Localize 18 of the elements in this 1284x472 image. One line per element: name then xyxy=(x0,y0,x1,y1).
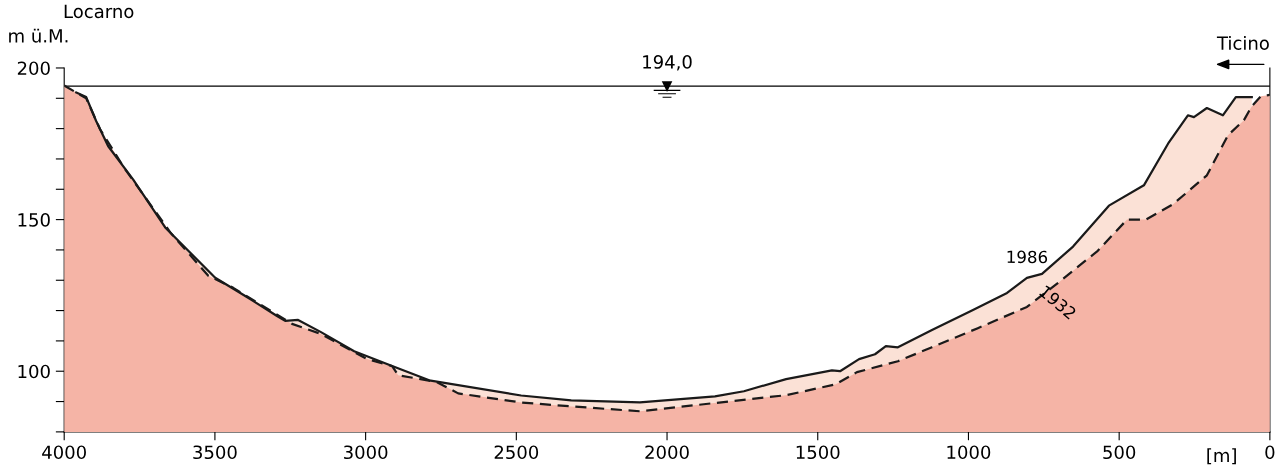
text: Ticino xyxy=(1216,35,1269,50)
y-axis-title: m ü.M. xyxy=(9,28,68,43)
x-tick-label: 500 xyxy=(1103,445,1136,460)
x-tick-label: 3500 xyxy=(193,445,237,460)
x-tick-label: 2500 xyxy=(494,445,539,460)
y-tick-label: 200 xyxy=(17,61,50,76)
x-tick-label: 2000 xyxy=(645,445,689,460)
y-tick-label: 150 xyxy=(18,213,50,227)
x-tick-label: 1000 xyxy=(947,445,991,460)
x-tick-label: 0 xyxy=(1265,445,1275,460)
ref-line-label: 194,0 xyxy=(643,55,692,71)
chart-title: Locarno xyxy=(64,4,134,19)
series-label: 1986 xyxy=(1007,250,1048,264)
x-tick-label: 4000 xyxy=(42,445,86,460)
x-tick-label: 1500 xyxy=(796,445,840,460)
y-tick-label: 100 xyxy=(18,364,50,379)
x-tick-label: 3000 xyxy=(344,445,388,460)
x-axis-title: [m] xyxy=(1207,448,1236,465)
